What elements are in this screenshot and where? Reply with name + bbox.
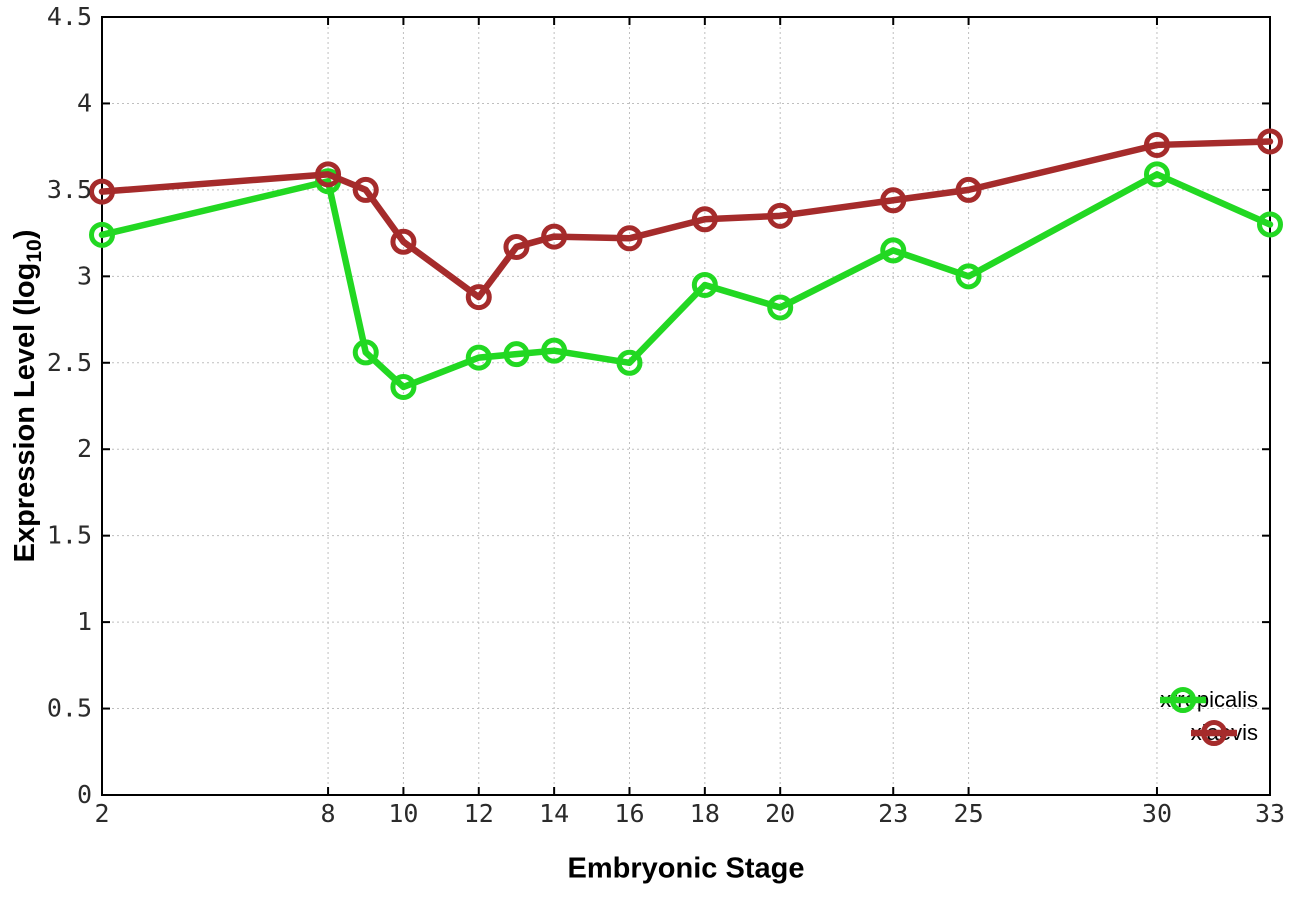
data-point-xtropicalis-x16: [616, 349, 643, 376]
data-point-xtropicalis-x20: [767, 294, 794, 321]
x-tick-label: 33: [1255, 799, 1285, 828]
data-point-xtropicalis-x30: [1143, 161, 1170, 188]
data-point-xlaevis-x10: [390, 228, 417, 255]
y-axis-title-subscript: 10: [22, 239, 46, 263]
y-tick-label: 3: [77, 261, 92, 290]
gridlines: [102, 17, 1270, 795]
data-point-xtropicalis-x18: [691, 271, 718, 298]
data-point-xtropicalis-x2: [89, 221, 115, 248]
legend-entry-xlaevis: xlaevis: [1190, 717, 1258, 749]
data-point-xtropicalis-x12: [465, 344, 492, 371]
y-tick-label: 1: [77, 607, 92, 636]
data-point-xlaevis-x13: [503, 233, 530, 260]
x-tick-label: 10: [388, 799, 418, 828]
legend-sample-xtropicalis: [1160, 687, 1207, 713]
x-tick-label: 25: [954, 799, 984, 828]
x-tick-label: 8: [321, 799, 336, 828]
data-point-xtropicalis-x25: [955, 263, 982, 290]
data-point-xlaevis-x30: [1143, 131, 1170, 158]
data-point-xlaevis-x18: [691, 206, 718, 233]
legend-sample-marker: [1200, 720, 1227, 746]
series-xlaevis: [89, 128, 1283, 311]
legend-sample-marker: [1170, 687, 1197, 713]
x-axis-title: Embryonic Stage: [567, 852, 805, 885]
data-point-xtropicalis-x9: [352, 339, 379, 366]
tick-marks: [101, 16, 1271, 796]
y-tick-label: 3.5: [47, 175, 92, 204]
x-tick-label: 2: [94, 799, 109, 828]
x-tick-label: 20: [765, 799, 795, 828]
data-point-xlaevis-x16: [616, 225, 643, 252]
data-point-xtropicalis-x10: [390, 373, 417, 400]
y-tick-label: 0: [77, 780, 92, 809]
x-tick-label: 23: [878, 799, 908, 828]
y-axis-title-close: ): [9, 229, 42, 240]
data-point-xlaevis-x20: [767, 202, 794, 229]
series-line-xlaevis: [98, 138, 1274, 301]
y-axis-title: Expression Level (log10): [9, 230, 47, 563]
legend-entry-xtropicalis: xtropicalis: [1160, 684, 1258, 716]
x-tick-label: 12: [464, 799, 494, 828]
data-point-xlaevis-x33: [1257, 128, 1283, 155]
data-point-xtropicalis-x23: [880, 237, 907, 264]
data-point-xlaevis-x25: [955, 176, 982, 203]
data-point-xlaevis-x14: [541, 223, 568, 250]
plot-border: [101, 16, 1271, 796]
data-point-xtropicalis-x33: [1257, 211, 1283, 238]
tick-labels: 2 8 10 12 14 16 18 20 23 25 30 33 0 0.5 1 1.5 2 2.5 3 3.5 4 4…: [47, 2, 1285, 828]
y-tick-label: 4: [77, 88, 92, 117]
data-point-xtropicalis-x13: [503, 341, 530, 368]
data-point-xlaevis-x12: [465, 284, 492, 311]
data-point-xtropicalis-x14: [541, 337, 568, 364]
x-tick-label: 30: [1142, 799, 1172, 828]
data-point-xlaevis-x9: [352, 176, 379, 203]
y-tick-label: 2.5: [47, 348, 92, 377]
series-line-xtropicalis: [98, 171, 1274, 391]
data-point-xlaevis-x8: [315, 161, 342, 188]
y-tick-label: 0.5: [47, 694, 92, 723]
y-tick-label: 2: [77, 434, 92, 463]
y-tick-label: 1.5: [47, 521, 92, 550]
x-tick-label: 18: [690, 799, 720, 828]
legend-sample-xlaevis: [1190, 720, 1237, 746]
data-point-xlaevis-x2: [89, 178, 115, 205]
y-tick-label: 4.5: [47, 2, 92, 31]
x-tick-label: 16: [614, 799, 644, 828]
y-axis-title-text: Expression Level (log: [9, 262, 42, 563]
data-point-xlaevis-x23: [880, 187, 907, 214]
x-tick-label: 14: [539, 799, 569, 828]
